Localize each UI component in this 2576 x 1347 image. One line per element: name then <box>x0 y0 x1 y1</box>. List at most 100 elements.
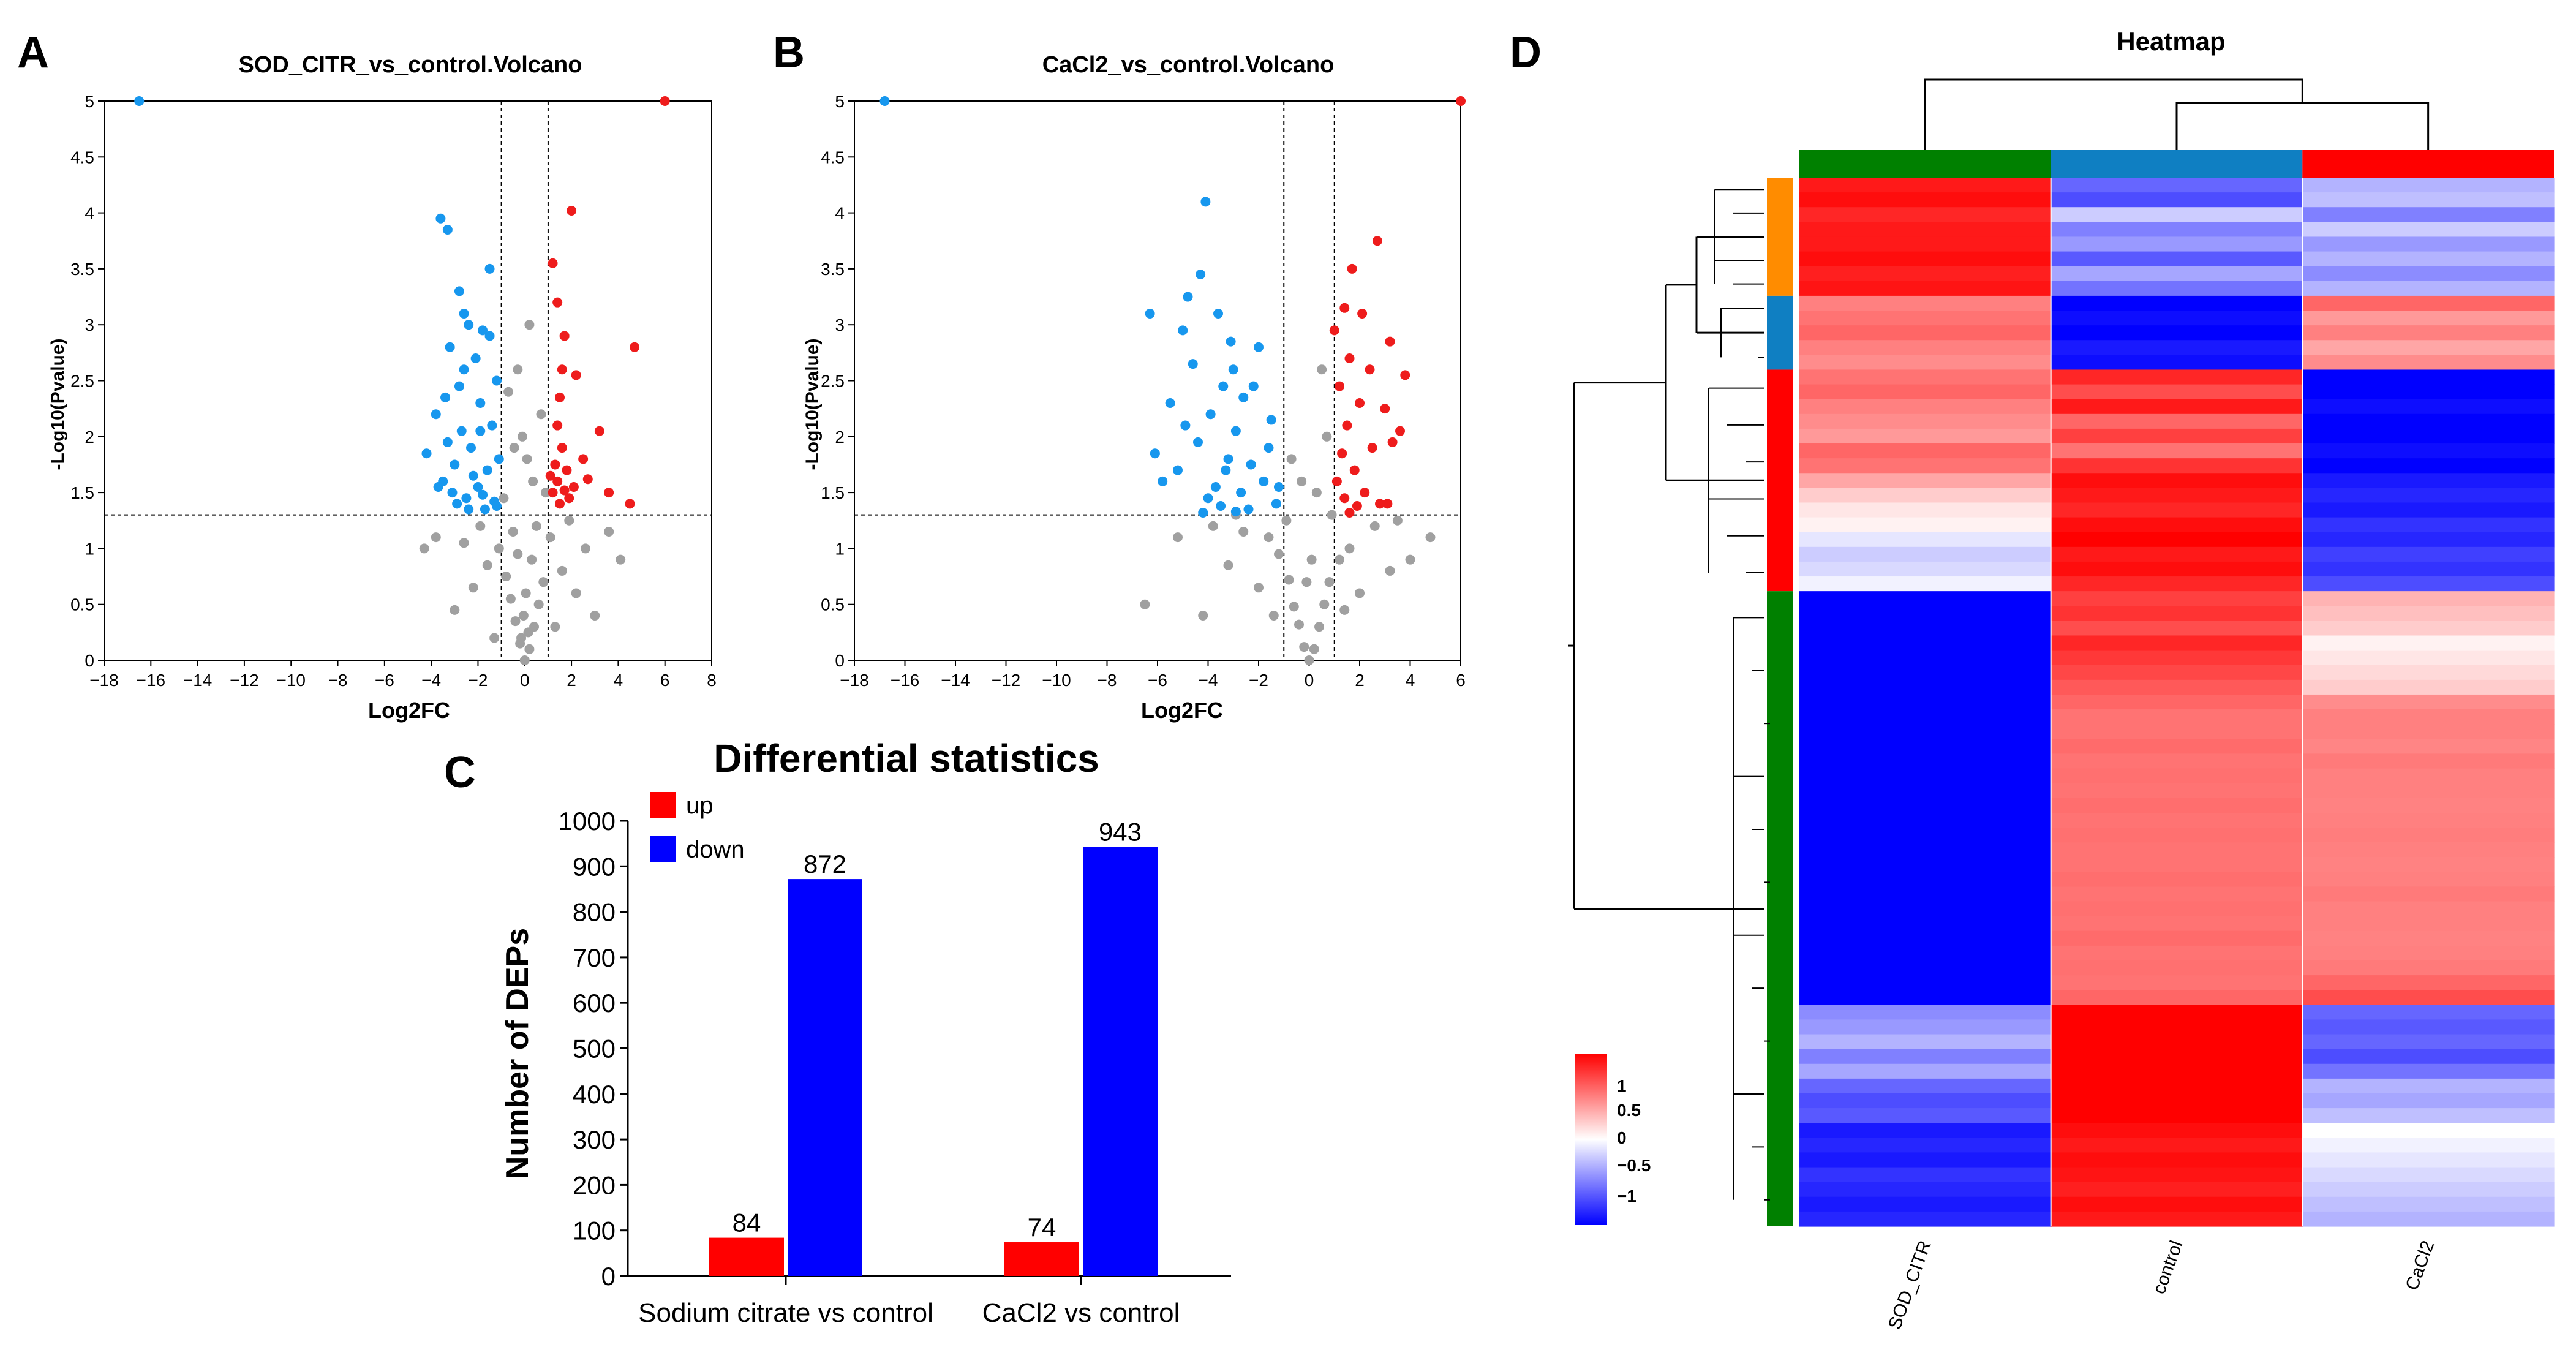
volcano-a-ytick-label: 4 <box>85 204 94 223</box>
volcano-a-point-up <box>630 342 640 352</box>
volcano-b-point-down <box>1264 443 1274 453</box>
colorbar-tick: 0.5 <box>1617 1101 1641 1120</box>
heatmap-cell <box>2302 428 2555 444</box>
volcano-b-xtick-label: −18 <box>840 671 869 690</box>
heatmap-cell <box>1799 428 2052 444</box>
volcano-a-point-ns <box>545 532 555 543</box>
volcano-b-point-down <box>1183 292 1193 302</box>
volcano-a-ytick-label: 1 <box>85 539 94 558</box>
volcano-b-point-up <box>1456 96 1466 106</box>
heatmap-cell <box>2051 606 2303 621</box>
row-cluster-bar-blue <box>1767 295 1793 370</box>
volcano-b-point-ns <box>1284 575 1294 585</box>
volcano-a-point-up <box>550 459 560 470</box>
heatmap-cell <box>1799 1211 2052 1227</box>
heatmap-cell <box>1799 886 2052 902</box>
bar-down <box>788 879 862 1276</box>
volcano-a-point-up <box>557 364 567 375</box>
volcano-b-point-ns <box>1385 565 1395 576</box>
column-dendrogram-branch <box>2175 102 2430 150</box>
heatmap-cell <box>2051 340 2303 355</box>
volcano-b-xtick-label: 2 <box>1355 671 1365 690</box>
heatmap-cell <box>2051 192 2303 208</box>
bar-ytick-label: 400 <box>573 1080 616 1109</box>
volcano-a-point-down <box>484 263 495 274</box>
volcano-a-point-down <box>433 481 443 492</box>
volcano-a-xtick-label: −18 <box>89 671 119 690</box>
heatmap-cell <box>2302 990 2555 1005</box>
heatmap-cell <box>2302 1005 2555 1021</box>
heatmap-cell <box>2051 872 2303 888</box>
volcano-b-point-up <box>1355 398 1365 409</box>
volcano-a-point-ns <box>523 627 533 638</box>
heatmap-cell <box>1799 340 2052 355</box>
colorbar-tick: 0 <box>1617 1128 1627 1147</box>
heatmap-cell <box>2051 1005 2303 1021</box>
volcano-a-point-up <box>552 420 563 431</box>
volcano-b-point-up <box>1360 488 1370 498</box>
volcano-b-point-ns <box>1314 622 1324 632</box>
heatmap-cell <box>1799 325 2052 341</box>
heatmap-cell <box>1799 399 2052 415</box>
heatmap-cell <box>1799 576 2052 592</box>
volcano-b-point-ns <box>1173 532 1183 543</box>
heatmap-cell <box>2051 532 2303 548</box>
heatmap-cell <box>2302 517 2555 533</box>
volcano-b-point-ns <box>1322 431 1332 442</box>
volcano-a-point-up <box>568 481 579 492</box>
heatmap-cell <box>2302 857 2555 872</box>
volcano-a-point-up <box>552 297 563 308</box>
volcano-b-point-down <box>1178 325 1188 336</box>
heatmap-cell <box>2302 502 2555 518</box>
volcano-a-xlabel: Log2FC <box>368 698 450 723</box>
heatmap-cell <box>1799 561 2052 577</box>
heatmap-cell <box>2051 1138 2303 1153</box>
volcano-b-ytick-label: 2.5 <box>821 372 845 391</box>
heatmap-cell <box>2051 355 2303 371</box>
heatmap-cell <box>2051 886 2303 902</box>
volcano-b-ytick-label: 3.5 <box>821 260 845 279</box>
volcano-b-point-ns <box>1304 655 1314 665</box>
bar-ytick-label: 600 <box>573 989 616 1017</box>
heatmap-cell <box>2051 576 2303 592</box>
volcano-b-point-down <box>1173 465 1183 475</box>
volcano-b-point-down <box>1165 398 1175 409</box>
volcano-a-xtick-label: −14 <box>183 671 213 690</box>
heatmap-cell <box>2302 178 2555 193</box>
volcano-a-ytick-label: 4.5 <box>70 148 94 167</box>
heatmap-cell <box>1799 768 2052 784</box>
heatmap-cell <box>2051 768 2303 784</box>
heatmap-cell <box>2051 1211 2303 1227</box>
heatmap-cell <box>2051 827 2303 843</box>
heatmap-cell <box>2302 207 2555 222</box>
volcano-a-point-ns <box>604 527 614 537</box>
volcano-b-point-ns <box>1264 532 1274 543</box>
volcano-a-point-down <box>456 426 467 436</box>
volcano-a-point-ns <box>533 599 544 609</box>
volcano-b-point-up <box>1375 499 1385 509</box>
heatmap-cell <box>1799 724 2052 739</box>
volcano-a-point-up <box>660 96 670 106</box>
volcano-a-xtick-label: −16 <box>137 671 166 690</box>
heatmap-cell <box>2302 783 2555 799</box>
heatmap-cell <box>2051 281 2303 296</box>
heatmap-cell <box>1799 222 2052 238</box>
volcano-b-xtick-label: −8 <box>1098 671 1117 690</box>
volcano-a-point-ns <box>459 538 469 548</box>
volcano-a-point-ns <box>580 543 590 554</box>
heatmap-cell <box>2051 990 2303 1005</box>
heatmap-cell <box>2302 901 2555 917</box>
panel-letter-c: C <box>444 748 476 797</box>
heatmap-cell <box>2302 650 2555 666</box>
legend-swatch-up <box>650 792 676 818</box>
volcano-b-point-up <box>1372 236 1382 246</box>
volcano-b-point-ns <box>1286 454 1297 464</box>
volcano-a-point-up <box>552 476 563 486</box>
volcano-a-point-up <box>548 488 558 498</box>
volcano-b-point-ns <box>1344 543 1355 554</box>
volcano-b-point-ns <box>1339 605 1350 615</box>
heatmap-column-label: control <box>2149 1238 2187 1297</box>
volcano-b-point-up <box>1380 404 1390 414</box>
heatmap-cell <box>1799 281 2052 296</box>
volcano-a-point-down <box>452 499 462 509</box>
